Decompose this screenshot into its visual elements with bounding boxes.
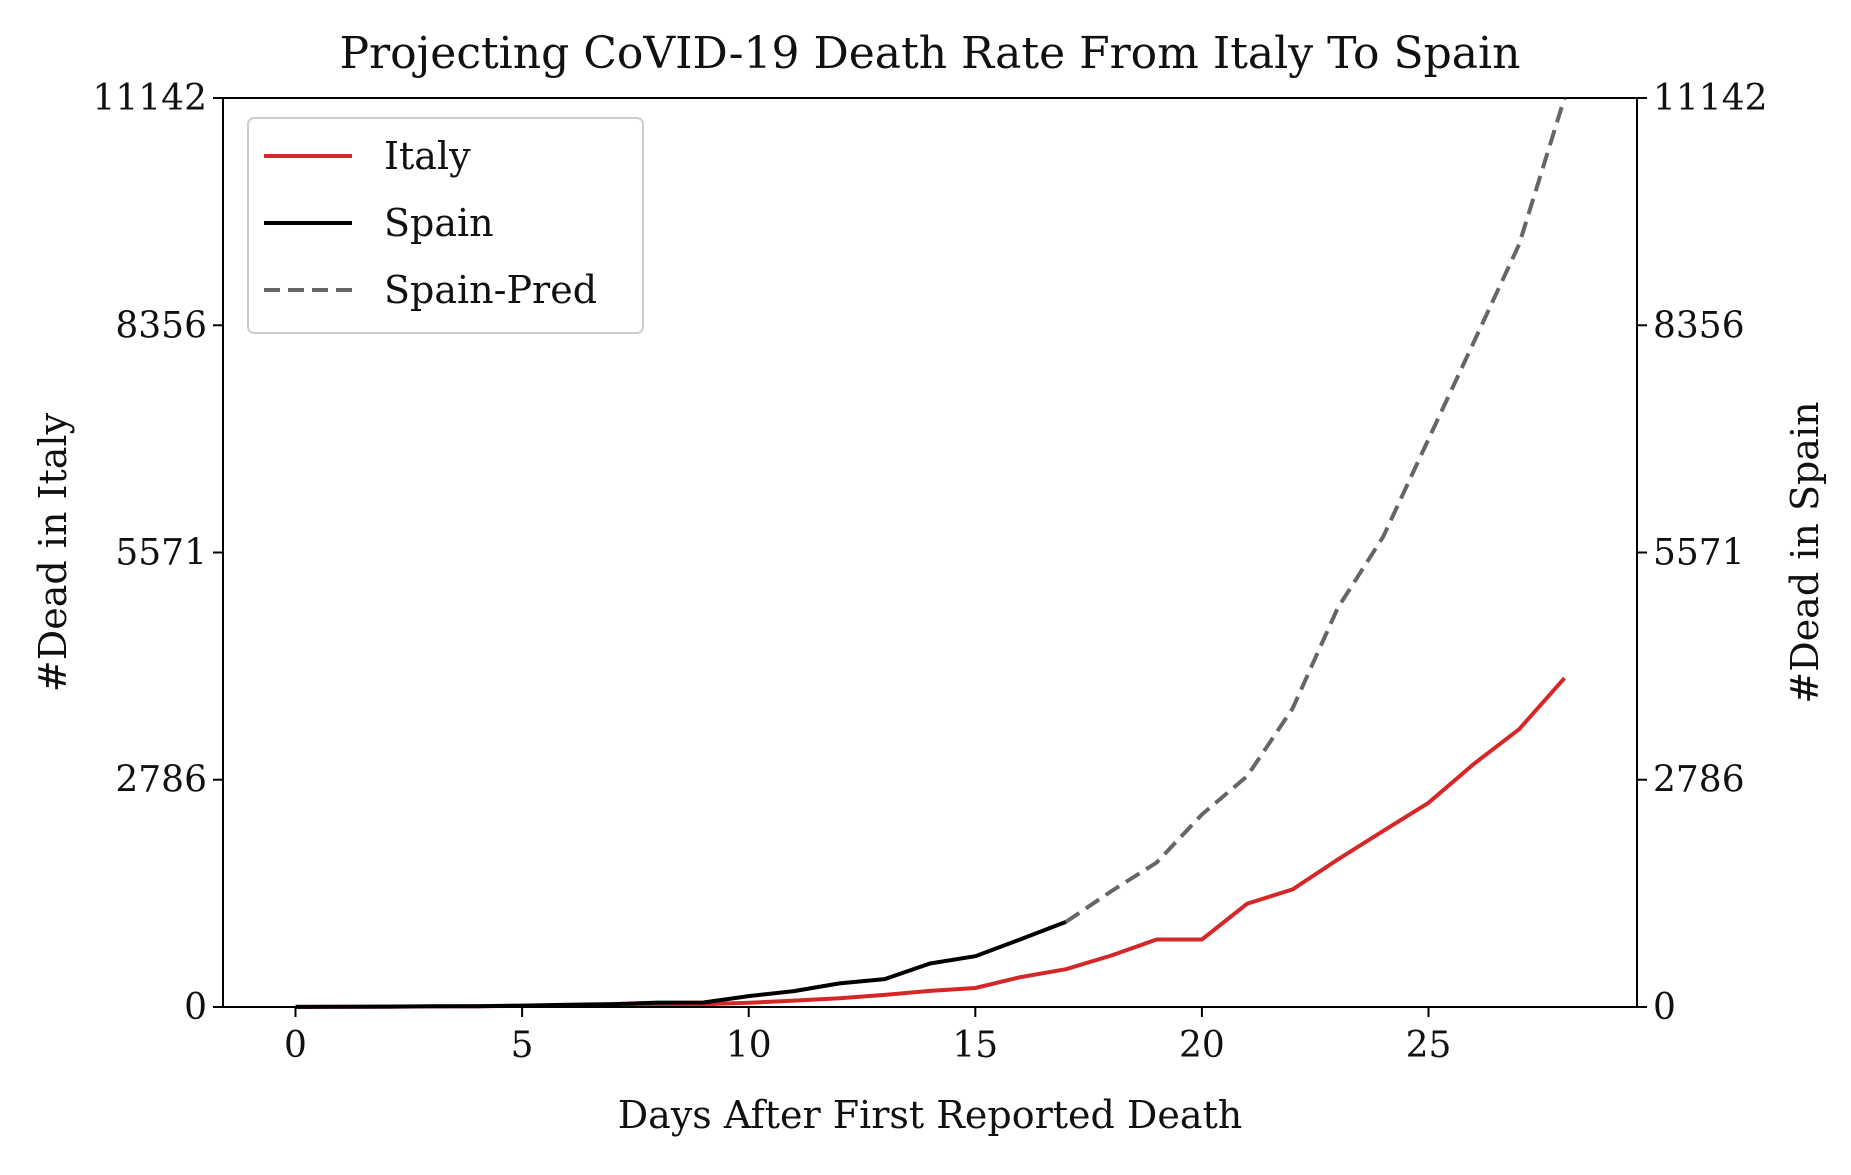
y-tick-label-right: 0 <box>1653 987 1676 1028</box>
y-tick-label-left: 5571 <box>115 533 207 574</box>
legend-label-italy: Italy <box>384 134 471 178</box>
y-tick-label-right: 5571 <box>1653 533 1745 574</box>
y-tick-label-left: 11142 <box>92 78 207 119</box>
x-tick-label: 0 <box>284 1025 307 1066</box>
y-tick-label-left: 0 <box>184 987 207 1028</box>
legend-box <box>247 117 644 334</box>
x-tick-label: 25 <box>1406 1025 1452 1066</box>
y-axis-label-right: #Dead in Spain <box>1783 401 1827 703</box>
chart-title: Projecting CoVID-19 Death Rate From Ital… <box>340 28 1521 79</box>
legend-label-spain: Spain <box>384 201 494 245</box>
series-line-spain-pred <box>1064 97 1567 924</box>
y-tick-label-left: 2786 <box>115 760 207 801</box>
y-tick-label-right: 11142 <box>1653 78 1768 119</box>
y-axis-label-left: #Dead in Italy <box>31 412 75 692</box>
x-tick-label: 10 <box>726 1025 772 1066</box>
x-tick-label: 5 <box>511 1025 534 1066</box>
y-tick-label-right: 8356 <box>1653 305 1745 346</box>
y-tick-label-left: 8356 <box>115 305 207 346</box>
x-axis-label: Days After First Reported Death <box>618 1093 1243 1137</box>
legend-label-spain-pred: Spain-Pred <box>384 268 597 312</box>
x-tick-label: 15 <box>952 1025 998 1066</box>
x-tick-label: 20 <box>1179 1025 1225 1066</box>
y-tick-label-right: 2786 <box>1653 760 1745 801</box>
